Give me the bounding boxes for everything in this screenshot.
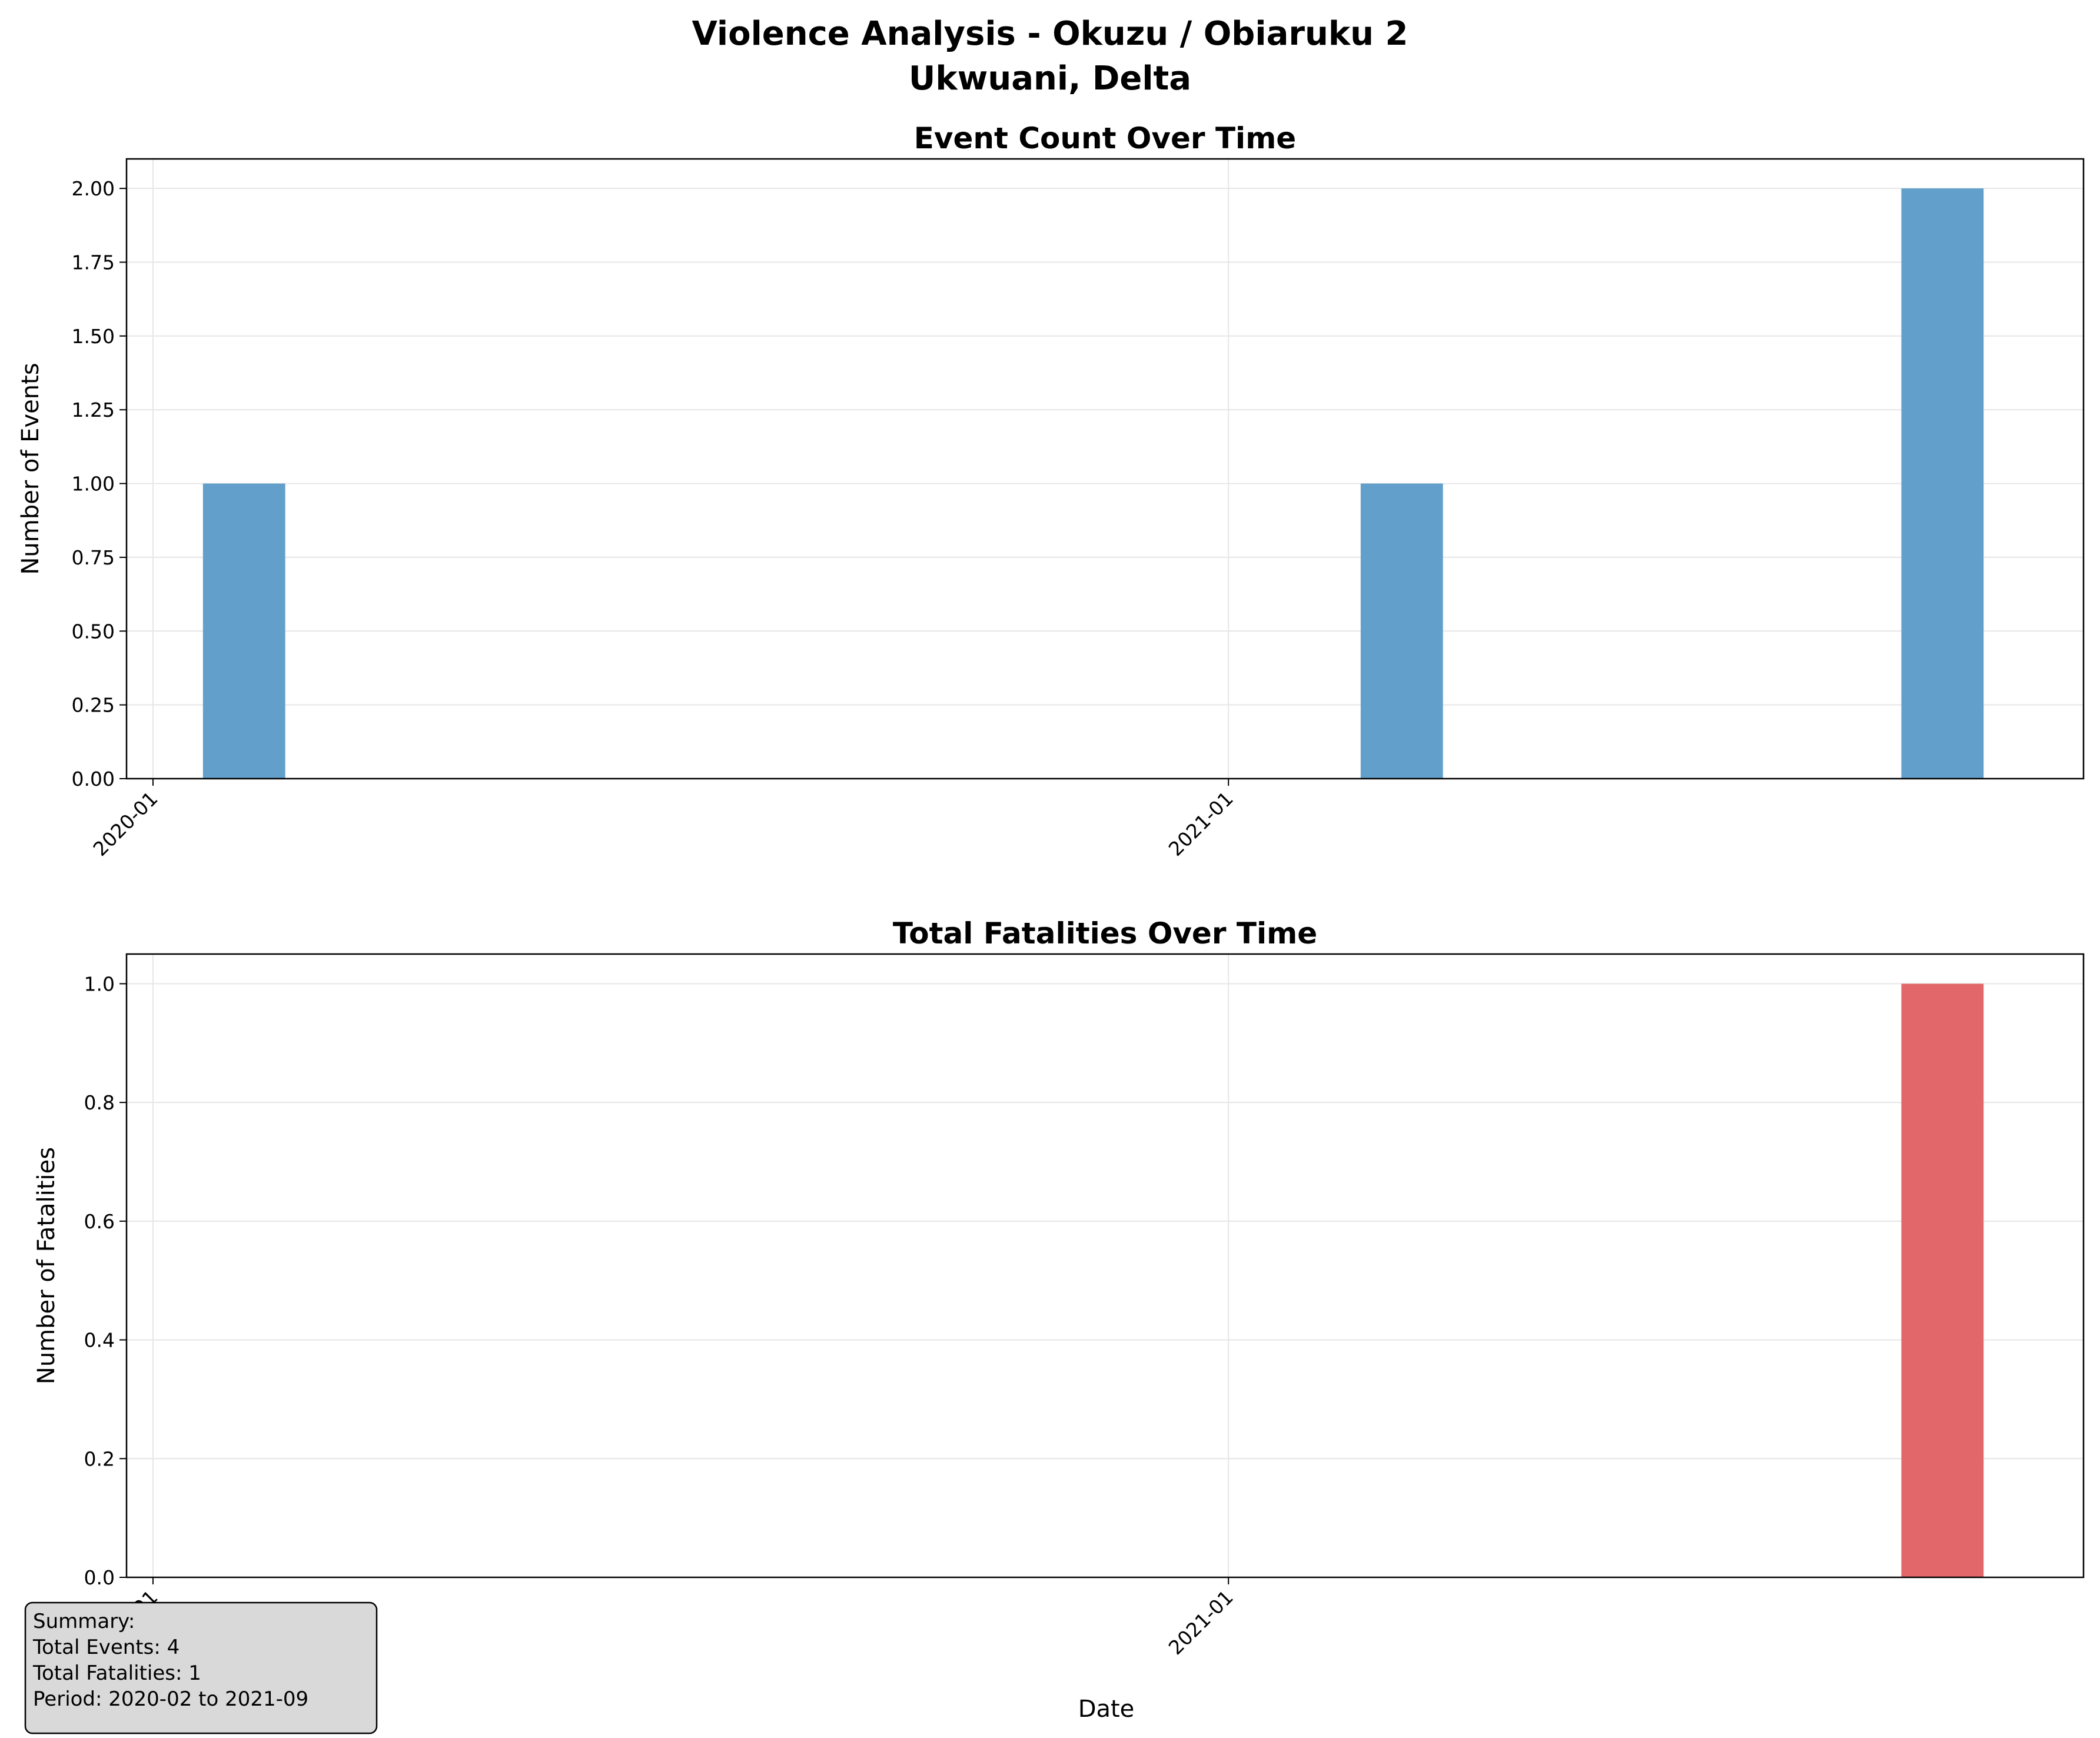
fatalities-ytick-label: 0.8 <box>84 1091 115 1114</box>
events-ytick-label: 1.75 <box>72 251 115 274</box>
fatalities-axes-frame <box>125 953 2085 1579</box>
events-ytick-label: 0.25 <box>72 694 115 717</box>
fatalities-ytick-label: 1.0 <box>84 972 115 995</box>
fatalities-ytick-label: 0.0 <box>84 1566 115 1589</box>
fatalities-y-axis-label: Number of Fatalities <box>33 1147 60 1384</box>
events-y-axis-label: Number of Events <box>17 363 44 574</box>
fatalities-ytick-label: 0.4 <box>84 1329 115 1352</box>
events-axes-frame <box>125 158 2085 780</box>
events-ytick-label: 1.25 <box>72 398 115 421</box>
summary-box: Summary: Total Events: 4 Total Fatalitie… <box>24 1601 378 1734</box>
fatalities-x-axis-label: Date <box>1078 1696 1135 1723</box>
events-xtick-label: 2021-01 <box>1164 787 1238 860</box>
fatalities-chart-title: Total Fatalities Over Time <box>893 916 1317 951</box>
events-bar <box>1360 483 1443 779</box>
events-panel: 0.00 0.25 0.50 0.75 1.00 1.25 1.50 1.75 2.00 2020… <box>17 121 2085 860</box>
fatalities-ytick-label: 0.6 <box>84 1210 115 1233</box>
fatalities-xtick-label: 2021-01 <box>1164 1586 1238 1659</box>
events-ytick-label: 1.50 <box>72 325 115 348</box>
figure-title: Violence Analysis - Okuzu / Obiaruku 2 <box>692 15 1408 53</box>
events-ytick-label: 0.00 <box>72 767 115 790</box>
summary-total-fatalities: Total Fatalities: 1 <box>32 1661 201 1685</box>
events-xtick-label: 2020-01 <box>89 787 162 860</box>
events-chart-title: Event Count Over Time <box>914 121 1296 155</box>
events-ytick-label: 2.00 <box>72 177 115 200</box>
summary-box-background <box>24 1601 378 1734</box>
figure-subtitle: Ukwuani, Delta <box>909 59 1191 98</box>
events-ytick-label: 0.50 <box>72 620 115 643</box>
events-ytick-label: 0.75 <box>72 546 115 569</box>
events-bar <box>1901 188 1984 779</box>
events-ytick-label: 1.00 <box>72 473 115 496</box>
events-bar <box>202 483 285 779</box>
fatalities-bar <box>1901 983 1984 1577</box>
summary-total-events: Total Events: 4 <box>32 1636 180 1659</box>
summary-period: Period: 2020-02 to 2021-09 <box>33 1687 308 1711</box>
summary-heading: Summary: <box>33 1610 135 1633</box>
fatalities-ytick-label: 0.2 <box>84 1447 115 1470</box>
